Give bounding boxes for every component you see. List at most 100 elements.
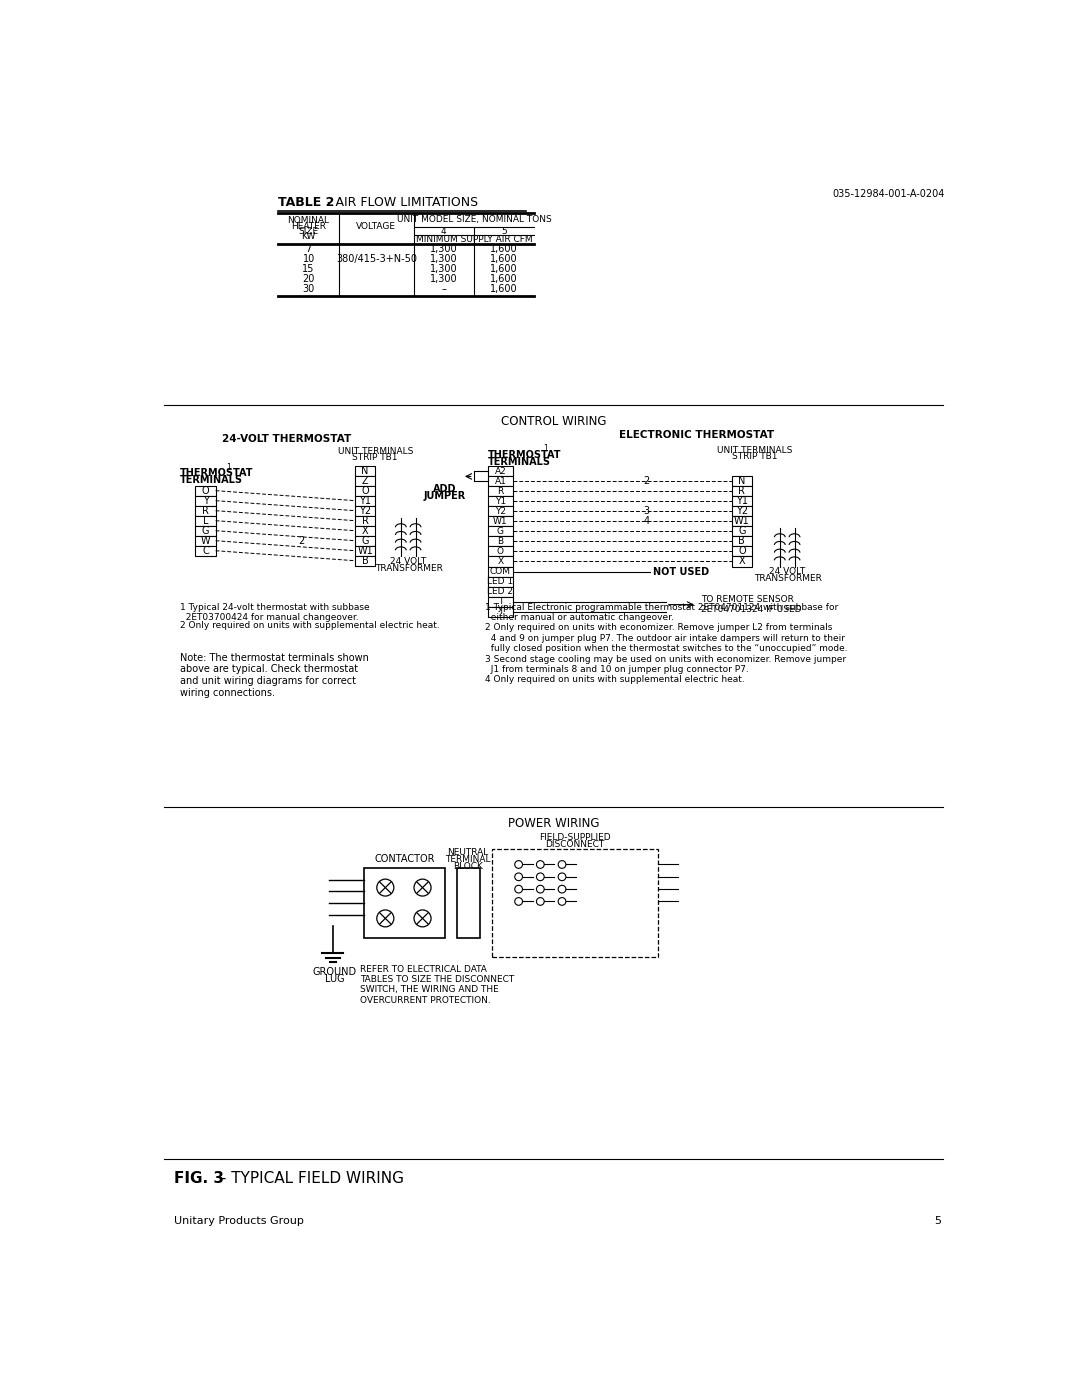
Text: A1: A1: [495, 476, 507, 486]
Text: 1,600: 1,600: [490, 284, 517, 293]
Text: L: L: [203, 515, 208, 525]
Bar: [355, 496, 375, 506]
Text: 5: 5: [934, 1215, 941, 1227]
Bar: [488, 556, 513, 567]
Text: 30: 30: [302, 284, 314, 293]
Text: W1: W1: [494, 517, 508, 525]
Text: R: R: [497, 488, 503, 496]
Text: GROUND: GROUND: [313, 967, 357, 978]
Text: TERMINALS: TERMINALS: [488, 457, 551, 467]
Bar: [488, 536, 513, 546]
Bar: [732, 486, 752, 496]
Text: NOMINAL: NOMINAL: [287, 217, 329, 225]
Text: X: X: [498, 557, 503, 566]
Bar: [488, 577, 513, 587]
Text: 1,600: 1,600: [490, 244, 517, 254]
Text: 1,600: 1,600: [490, 274, 517, 284]
Text: TRANSFORMER: TRANSFORMER: [375, 563, 443, 573]
Text: FIELD-SUPPLIED: FIELD-SUPPLIED: [539, 833, 610, 842]
Text: - AIR FLOW LIMITATIONS: - AIR FLOW LIMITATIONS: [323, 196, 477, 210]
Bar: [488, 597, 513, 606]
Text: 20: 20: [302, 274, 314, 284]
Text: 2 Only required on units with supplemental electric heat.: 2 Only required on units with supplement…: [180, 622, 440, 630]
Text: HEATER: HEATER: [292, 222, 326, 231]
Bar: [488, 507, 513, 517]
Text: 035-12984-001-A-0204: 035-12984-001-A-0204: [833, 189, 945, 200]
Text: TERMINAL: TERMINAL: [446, 855, 491, 865]
Bar: [732, 527, 752, 536]
Text: 5: 5: [501, 228, 507, 236]
Text: STRIP TB1: STRIP TB1: [732, 451, 778, 461]
Text: –: –: [442, 284, 446, 293]
Text: TO REMOTE SENSOR: TO REMOTE SENSOR: [701, 595, 794, 605]
Text: N: N: [362, 465, 369, 475]
Bar: [355, 506, 375, 515]
Bar: [488, 486, 513, 496]
Text: B: B: [739, 536, 745, 546]
Text: O: O: [362, 486, 369, 496]
Text: 4: 4: [644, 517, 649, 527]
Bar: [355, 515, 375, 525]
Bar: [355, 486, 375, 496]
Bar: [488, 476, 513, 486]
Bar: [195, 525, 216, 535]
Text: W: W: [201, 535, 211, 546]
Text: JUMPER: JUMPER: [423, 490, 467, 500]
Text: CONTACTOR: CONTACTOR: [374, 854, 434, 865]
Text: 1: 1: [227, 462, 231, 472]
Bar: [732, 476, 752, 486]
Text: LED 1: LED 1: [487, 577, 513, 585]
Text: 1,300: 1,300: [430, 244, 458, 254]
Text: VOLTAGE: VOLTAGE: [356, 222, 396, 232]
Text: 10: 10: [302, 254, 314, 264]
Bar: [488, 587, 513, 597]
Text: Y1: Y1: [495, 497, 505, 506]
Text: Unitary Products Group: Unitary Products Group: [174, 1215, 303, 1227]
Text: R: R: [362, 515, 368, 525]
Bar: [732, 517, 752, 527]
Text: C: C: [202, 546, 208, 556]
Text: 2: 2: [644, 476, 650, 486]
Bar: [364, 869, 445, 937]
Bar: [732, 536, 752, 546]
Text: 1 Typical Electronic programmable thermostat 2ET04701124 with subbase for
  eith: 1 Typical Electronic programmable thermo…: [485, 602, 848, 685]
Text: NOT USED: NOT USED: [652, 567, 708, 577]
Text: THERMOSTAT: THERMOSTAT: [488, 450, 562, 460]
Text: N: N: [738, 476, 745, 486]
Bar: [355, 556, 375, 566]
Text: 15: 15: [302, 264, 314, 274]
Text: ELECTRONIC THERMOSTAT: ELECTRONIC THERMOSTAT: [619, 430, 774, 440]
Text: TRANSFORMER: TRANSFORMER: [754, 574, 822, 583]
Text: CONTROL WIRING: CONTROL WIRING: [501, 415, 606, 429]
Text: FIG. 3: FIG. 3: [174, 1171, 224, 1186]
Text: Y1: Y1: [360, 496, 372, 506]
Text: SIZE: SIZE: [298, 226, 319, 236]
Text: Y: Y: [203, 496, 208, 506]
Bar: [732, 556, 752, 567]
Text: - TYPICAL FIELD WIRING: - TYPICAL FIELD WIRING: [216, 1171, 404, 1186]
Text: STRIP TB1: STRIP TB1: [352, 453, 399, 461]
Text: THERMOSTAT: THERMOSTAT: [180, 468, 254, 478]
Text: Y2: Y2: [735, 507, 747, 517]
Bar: [355, 525, 375, 535]
Text: R: R: [739, 486, 745, 496]
Text: G: G: [738, 527, 745, 536]
Text: X: X: [362, 525, 368, 535]
Bar: [355, 465, 375, 475]
Text: 1,300: 1,300: [430, 274, 458, 284]
Bar: [355, 546, 375, 556]
Text: UNIT MODEL SIZE, NOMINAL TONS: UNIT MODEL SIZE, NOMINAL TONS: [396, 215, 552, 224]
Bar: [195, 515, 216, 525]
Text: 7: 7: [306, 244, 312, 254]
Text: TABLE 2: TABLE 2: [279, 196, 335, 210]
Bar: [457, 869, 480, 937]
Bar: [488, 546, 513, 556]
Text: Note: The thermostat terminals shown
above are typical. Check thermostat
and uni: Note: The thermostat terminals shown abo…: [180, 652, 369, 697]
Text: UNIT TERMINALS: UNIT TERMINALS: [717, 446, 793, 455]
Text: COM: COM: [490, 567, 511, 576]
Text: REFER TO ELECTRICAL DATA
TABLES TO SIZE THE DISCONNECT
SWITCH, THE WIRING AND TH: REFER TO ELECTRICAL DATA TABLES TO SIZE …: [360, 964, 514, 1004]
Bar: [355, 535, 375, 546]
Text: 24-VOLT THERMOSTAT: 24-VOLT THERMOSTAT: [221, 434, 351, 444]
Text: X: X: [739, 556, 745, 567]
Text: G: G: [362, 535, 369, 546]
